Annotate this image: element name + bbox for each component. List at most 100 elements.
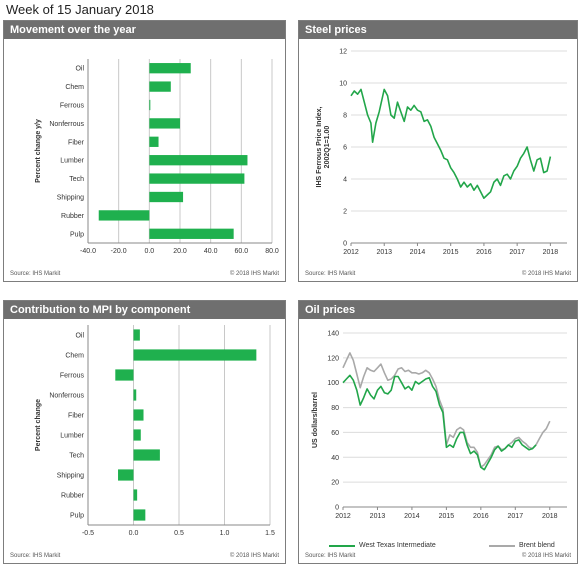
series-line-0	[342, 374, 537, 471]
x-tick-label: 2018	[543, 249, 559, 256]
category-label: Pulp	[70, 513, 84, 520]
panel-title: Contribution to MPI by component	[4, 301, 285, 319]
category-label: Oil	[75, 66, 84, 73]
x-tick-label: 0.5	[174, 530, 184, 537]
category-label: Chem	[65, 353, 84, 360]
y-tick-label: 60	[331, 430, 339, 437]
panel-title: Movement over the year	[4, 21, 285, 39]
page-title: Week of 15 January 2018	[6, 2, 154, 17]
x-tick-label: 60.0	[235, 248, 249, 255]
legend-label: Brent blend	[519, 542, 555, 549]
bar-fiber	[149, 136, 159, 147]
bar-oil	[133, 329, 140, 341]
y-tick-label: 2	[343, 209, 347, 216]
y-tick-label: 8	[343, 113, 347, 120]
oil-chart: 0 20 40 60 80 100 120 140 2012 2013 2014 2015 2016 20…	[312, 331, 567, 520]
category-label: Pulp	[70, 231, 84, 238]
x-tick-label: 2014	[404, 513, 420, 520]
y-tick-label: 0	[335, 505, 339, 512]
bar-rubber	[133, 489, 138, 501]
y-tick-label: 12	[339, 49, 347, 56]
x-tick-label: 2013	[370, 513, 386, 520]
category-label: Shipping	[57, 195, 84, 202]
bar-chem	[149, 81, 171, 92]
movement-panel: Movement over the year -40.0 -20.0 0.0 20.0…	[3, 20, 286, 282]
x-tick-label: 2015	[443, 249, 459, 256]
y-tick-label: 80	[331, 405, 339, 412]
copyright-note: © 2018 IHS Markit	[521, 553, 571, 559]
category-label: Shipping	[57, 473, 84, 480]
bar-ferrous	[149, 99, 151, 111]
bar-shipping	[149, 191, 184, 203]
legend-swatch	[329, 544, 355, 547]
category-label: Nonferrous	[49, 121, 84, 128]
y-tick-label: 6	[343, 145, 347, 152]
source-note: Source: IHS Markit	[305, 271, 356, 277]
x-tick-label: -40.0	[80, 248, 96, 255]
x-tick-label: 0.0	[129, 530, 139, 537]
contribution-chart: -0.5 0.0 0.5 1.0 1.5 Oil Chem Ferrous Nonferrous…	[35, 325, 275, 537]
x-tick-label: 2014	[410, 249, 426, 256]
y-tick-label: 120	[327, 355, 339, 362]
x-tick-label: 0.0	[144, 248, 154, 255]
series-line-1	[342, 352, 551, 468]
category-label: Lumber	[60, 433, 84, 440]
y-tick-label: 140	[327, 331, 339, 338]
bar-rubber	[98, 210, 150, 221]
category-label: Fiber	[68, 139, 85, 146]
copyright-note: © 2018 IHS Markit	[521, 271, 571, 277]
x-tick-label: 1.5	[265, 530, 275, 537]
x-tick-label: 20.0	[173, 248, 187, 255]
copyright-note: © 2018 IHS Markit	[229, 553, 279, 559]
legend-brent: Brent blend	[489, 542, 555, 549]
bar-shipping	[118, 469, 134, 481]
category-label: Tech	[69, 453, 84, 460]
y-axis-title: Percent change y/y	[35, 119, 42, 183]
category-label: Rubber	[61, 213, 85, 220]
bar-ferrous	[115, 369, 134, 381]
bar-tech	[133, 449, 160, 461]
y-tick-label: 40	[331, 455, 339, 462]
bar-lumber	[149, 155, 248, 166]
category-label: Nonferrous	[49, 393, 84, 400]
x-tick-label: 2017	[509, 249, 525, 256]
x-tick-label: 2015	[439, 513, 455, 520]
x-tick-label: -0.5	[82, 530, 94, 537]
legend-swatch	[489, 544, 515, 547]
y-axis-title: Percent change	[35, 399, 42, 451]
x-tick-label: -20.0	[111, 248, 127, 255]
x-tick-label: 2016	[476, 249, 492, 256]
oil-panel: Oil prices 0 20 40 60 80 100 120 140 2012 2013 201…	[298, 300, 578, 564]
x-tick-label: 2012	[335, 513, 351, 520]
bar-nonferrous	[133, 389, 137, 401]
bar-tech	[149, 173, 245, 184]
category-label: Rubber	[61, 493, 85, 500]
category-label: Ferrous	[60, 373, 85, 380]
bar-chem	[133, 349, 257, 361]
x-tick-label: 40.0	[204, 248, 218, 255]
panel-title: Steel prices	[299, 21, 577, 39]
contribution-panel: Contribution to MPI by component -0.5 0.0…	[3, 300, 286, 564]
source-note: Source: IHS Markit	[10, 271, 61, 277]
source-note: Source: IHS Markit	[305, 553, 356, 559]
x-tick-label: 80.0	[265, 248, 279, 255]
y-axis-title: US dollars/barrel	[312, 392, 319, 448]
panel-title: Oil prices	[299, 301, 577, 319]
x-tick-label: 2012	[343, 249, 359, 256]
category-label: Lumber	[60, 158, 84, 165]
x-tick-label: 2017	[508, 513, 524, 520]
steel-chart: 0 2 4 6 8 10 12 2012 2013 2014 2015 2016 2017 2018 IHS…	[316, 49, 567, 256]
y-tick-label: 100	[327, 380, 339, 387]
category-label: Chem	[65, 84, 84, 91]
x-tick-label: 2016	[473, 513, 489, 520]
bar-nonferrous	[149, 118, 180, 129]
y-tick-label: 4	[343, 177, 347, 184]
bar-pulp	[133, 509, 146, 521]
copyright-note: © 2018 IHS Markit	[229, 271, 279, 277]
source-note: Source: IHS Markit	[10, 553, 61, 559]
bar-pulp	[149, 228, 234, 239]
movement-chart: -40.0 -20.0 0.0 20.0 40.0 60.0 80.0 Oil Chem Ferr…	[35, 59, 279, 255]
x-tick-label: 2013	[376, 249, 392, 256]
x-tick-label: 1.0	[220, 530, 230, 537]
y-axis-title: IHS Ferrous Price Index,2002Q1=1.00	[316, 106, 331, 187]
